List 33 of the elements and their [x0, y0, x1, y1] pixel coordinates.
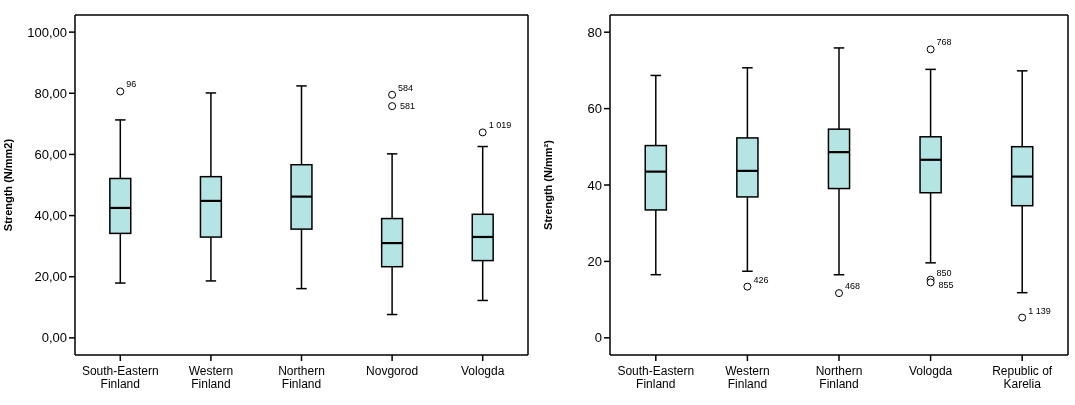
annotation: 768: [936, 37, 952, 48]
y-tick-label: 40: [587, 177, 602, 193]
y-tick-label: 100,00: [27, 24, 67, 40]
annotation: 850: [936, 267, 952, 278]
x-tick-label: Northern Finland: [815, 364, 863, 391]
x-tick-label: Western Finland: [188, 364, 234, 391]
y-tick-label: 20,00: [34, 269, 67, 285]
annotation: 468: [845, 281, 861, 292]
x-tick-label: Western Finland: [725, 364, 770, 391]
annotation: 1 019: [488, 120, 512, 131]
y-tick-label: 80,00: [34, 85, 67, 101]
x-tick-label: Vologda: [908, 364, 953, 378]
annotation: 855: [938, 279, 954, 290]
y-tick-label: 20: [587, 254, 602, 270]
annotation: 1 139: [1028, 305, 1051, 316]
annotation: 96: [126, 79, 137, 90]
x-tick-label: South-Eastern Finland: [617, 364, 695, 391]
x-tick-label: Republic of Karelia: [992, 364, 1053, 391]
y-tick-label: 60,00: [34, 147, 67, 163]
annotation: 426: [753, 274, 769, 285]
x-tick-label: Northern Finland: [278, 364, 325, 391]
y-axis-title: Strength (N/mm²): [541, 139, 554, 230]
y-tick-label: 60: [587, 101, 602, 117]
y-tick-label: 40,00: [34, 208, 67, 224]
y-tick-label: 0: [594, 330, 602, 346]
y-tick-label: 0,00: [41, 330, 67, 346]
x-tick-label: Novgorod: [366, 364, 419, 378]
x-tick-label: South-Eastern Finland: [81, 364, 159, 391]
y-axis-title: Strength (N/mm2): [1, 138, 14, 232]
x-tick-label: Vologda: [461, 364, 505, 378]
annotation: 581: [400, 101, 416, 112]
annotation: 584: [398, 82, 414, 93]
y-tick-label: 80: [587, 24, 602, 40]
